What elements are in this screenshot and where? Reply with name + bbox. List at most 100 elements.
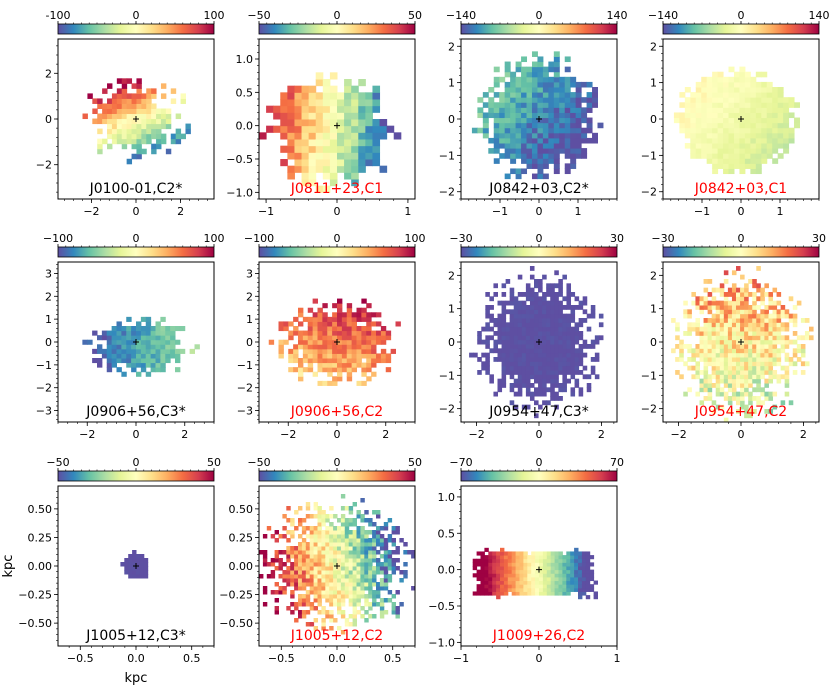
velocity-pixel xyxy=(558,551,563,556)
velocity-pixel xyxy=(695,361,701,367)
velocity-pixel xyxy=(501,357,507,362)
velocity-pixel xyxy=(517,331,523,336)
velocity-pixel xyxy=(160,330,166,336)
velocity-pixel xyxy=(383,562,389,567)
velocity-pixel xyxy=(553,117,560,124)
velocity-pixel xyxy=(356,326,362,332)
velocity-pixel xyxy=(337,586,342,591)
velocity-pixel xyxy=(679,102,686,108)
velocity-pixel xyxy=(329,570,334,575)
velocity-pixel xyxy=(695,153,702,159)
velocity-pixel xyxy=(784,344,790,349)
velocity-pixel xyxy=(503,566,509,571)
velocity-pixel xyxy=(340,598,346,603)
velocity-pixel xyxy=(136,335,142,341)
velocity-pixel xyxy=(356,586,361,591)
velocity-pixel xyxy=(707,361,713,367)
velocity-pixel xyxy=(586,137,593,144)
velocity-pixel xyxy=(792,370,798,375)
velocity-pixel xyxy=(744,117,751,124)
velocity-pixel xyxy=(507,584,513,589)
velocity-pixel xyxy=(403,574,408,579)
velocity-pixel xyxy=(333,530,338,535)
velocity-pixel xyxy=(597,122,604,129)
velocity-pixel xyxy=(531,81,538,88)
velocity-pixel xyxy=(136,153,142,160)
velocity-pixel xyxy=(744,361,749,367)
velocity-pixel xyxy=(558,580,563,585)
velocity-pixel xyxy=(317,542,322,547)
velocity-pixel xyxy=(317,558,322,563)
velocity-pixel xyxy=(340,582,346,587)
velocity-pixel xyxy=(165,330,171,336)
velocity-pixel xyxy=(337,558,342,563)
velocity-pixel xyxy=(395,614,400,619)
velocity-pixel xyxy=(503,573,509,578)
x-tick-label: 2 xyxy=(382,428,389,441)
velocity-pixel xyxy=(315,165,324,173)
velocity-pixel xyxy=(317,570,322,575)
velocity-pixel xyxy=(731,370,737,375)
velocity-pixel xyxy=(550,331,555,336)
velocity-pixel xyxy=(521,352,527,358)
velocity-pixel xyxy=(740,331,745,336)
velocity-pixel xyxy=(755,153,762,159)
velocity-pixel xyxy=(772,339,778,345)
velocity-pixel xyxy=(731,352,737,358)
velocity-pixel xyxy=(356,353,362,359)
velocity-pixel xyxy=(558,335,563,341)
velocity-pixel xyxy=(701,122,708,129)
velocity-pixel xyxy=(131,103,137,109)
velocity-pixel xyxy=(329,105,338,113)
velocity-pixel xyxy=(351,335,357,341)
velocity-pixel xyxy=(313,538,318,543)
velocity-pixel xyxy=(499,132,506,139)
velocity-pixel xyxy=(266,574,272,579)
velocity-pixel xyxy=(337,518,342,523)
velocity-pixel xyxy=(503,587,509,592)
velocity-pixel xyxy=(348,522,354,527)
velocity-pixel xyxy=(136,554,141,559)
x-tick-label: −1 xyxy=(453,652,469,665)
velocity-pixel xyxy=(534,309,539,315)
velocity-pixel xyxy=(586,122,593,129)
velocity-pixel xyxy=(570,313,576,319)
velocity-pixel xyxy=(329,550,334,555)
velocity-pixel xyxy=(92,108,98,115)
velocity-pixel xyxy=(586,326,592,332)
velocity-pixel xyxy=(477,339,482,345)
velocity-pixel xyxy=(511,562,517,567)
velocity-pixel xyxy=(121,358,127,364)
velocity-pixel xyxy=(788,112,795,119)
velocity-pixel xyxy=(351,159,359,167)
velocity-pixel xyxy=(333,570,338,575)
velocity-pixel xyxy=(97,344,103,350)
velocity-pixel xyxy=(554,361,559,367)
colorbar-tick-label: 0 xyxy=(334,9,341,22)
velocity-pixel xyxy=(379,542,385,547)
velocity-pixel xyxy=(699,300,705,306)
velocity-pixel xyxy=(499,102,506,108)
velocity-pixel xyxy=(361,330,367,336)
velocity-pixel xyxy=(723,335,729,341)
velocity-pixel xyxy=(141,118,147,125)
velocity-pixel xyxy=(513,335,519,341)
velocity-pixel xyxy=(727,300,733,306)
velocity-pixel xyxy=(527,584,532,589)
velocity-pixel xyxy=(703,287,709,293)
velocity-pixel xyxy=(160,138,167,145)
velocity-pixel xyxy=(772,287,778,293)
velocity-pixel xyxy=(356,380,362,386)
velocity-pixel xyxy=(575,148,582,154)
velocity-pixel xyxy=(684,127,691,134)
y-tick-label: −1 xyxy=(439,149,455,162)
velocity-pixel xyxy=(594,335,600,341)
velocity-pixel xyxy=(356,554,361,559)
velocity-pixel xyxy=(711,331,717,336)
velocity-pixel xyxy=(740,322,745,328)
velocity-pixel xyxy=(539,580,544,585)
velocity-pixel xyxy=(356,339,362,345)
velocity-pixel xyxy=(558,313,563,319)
velocity-pixel xyxy=(128,574,133,579)
